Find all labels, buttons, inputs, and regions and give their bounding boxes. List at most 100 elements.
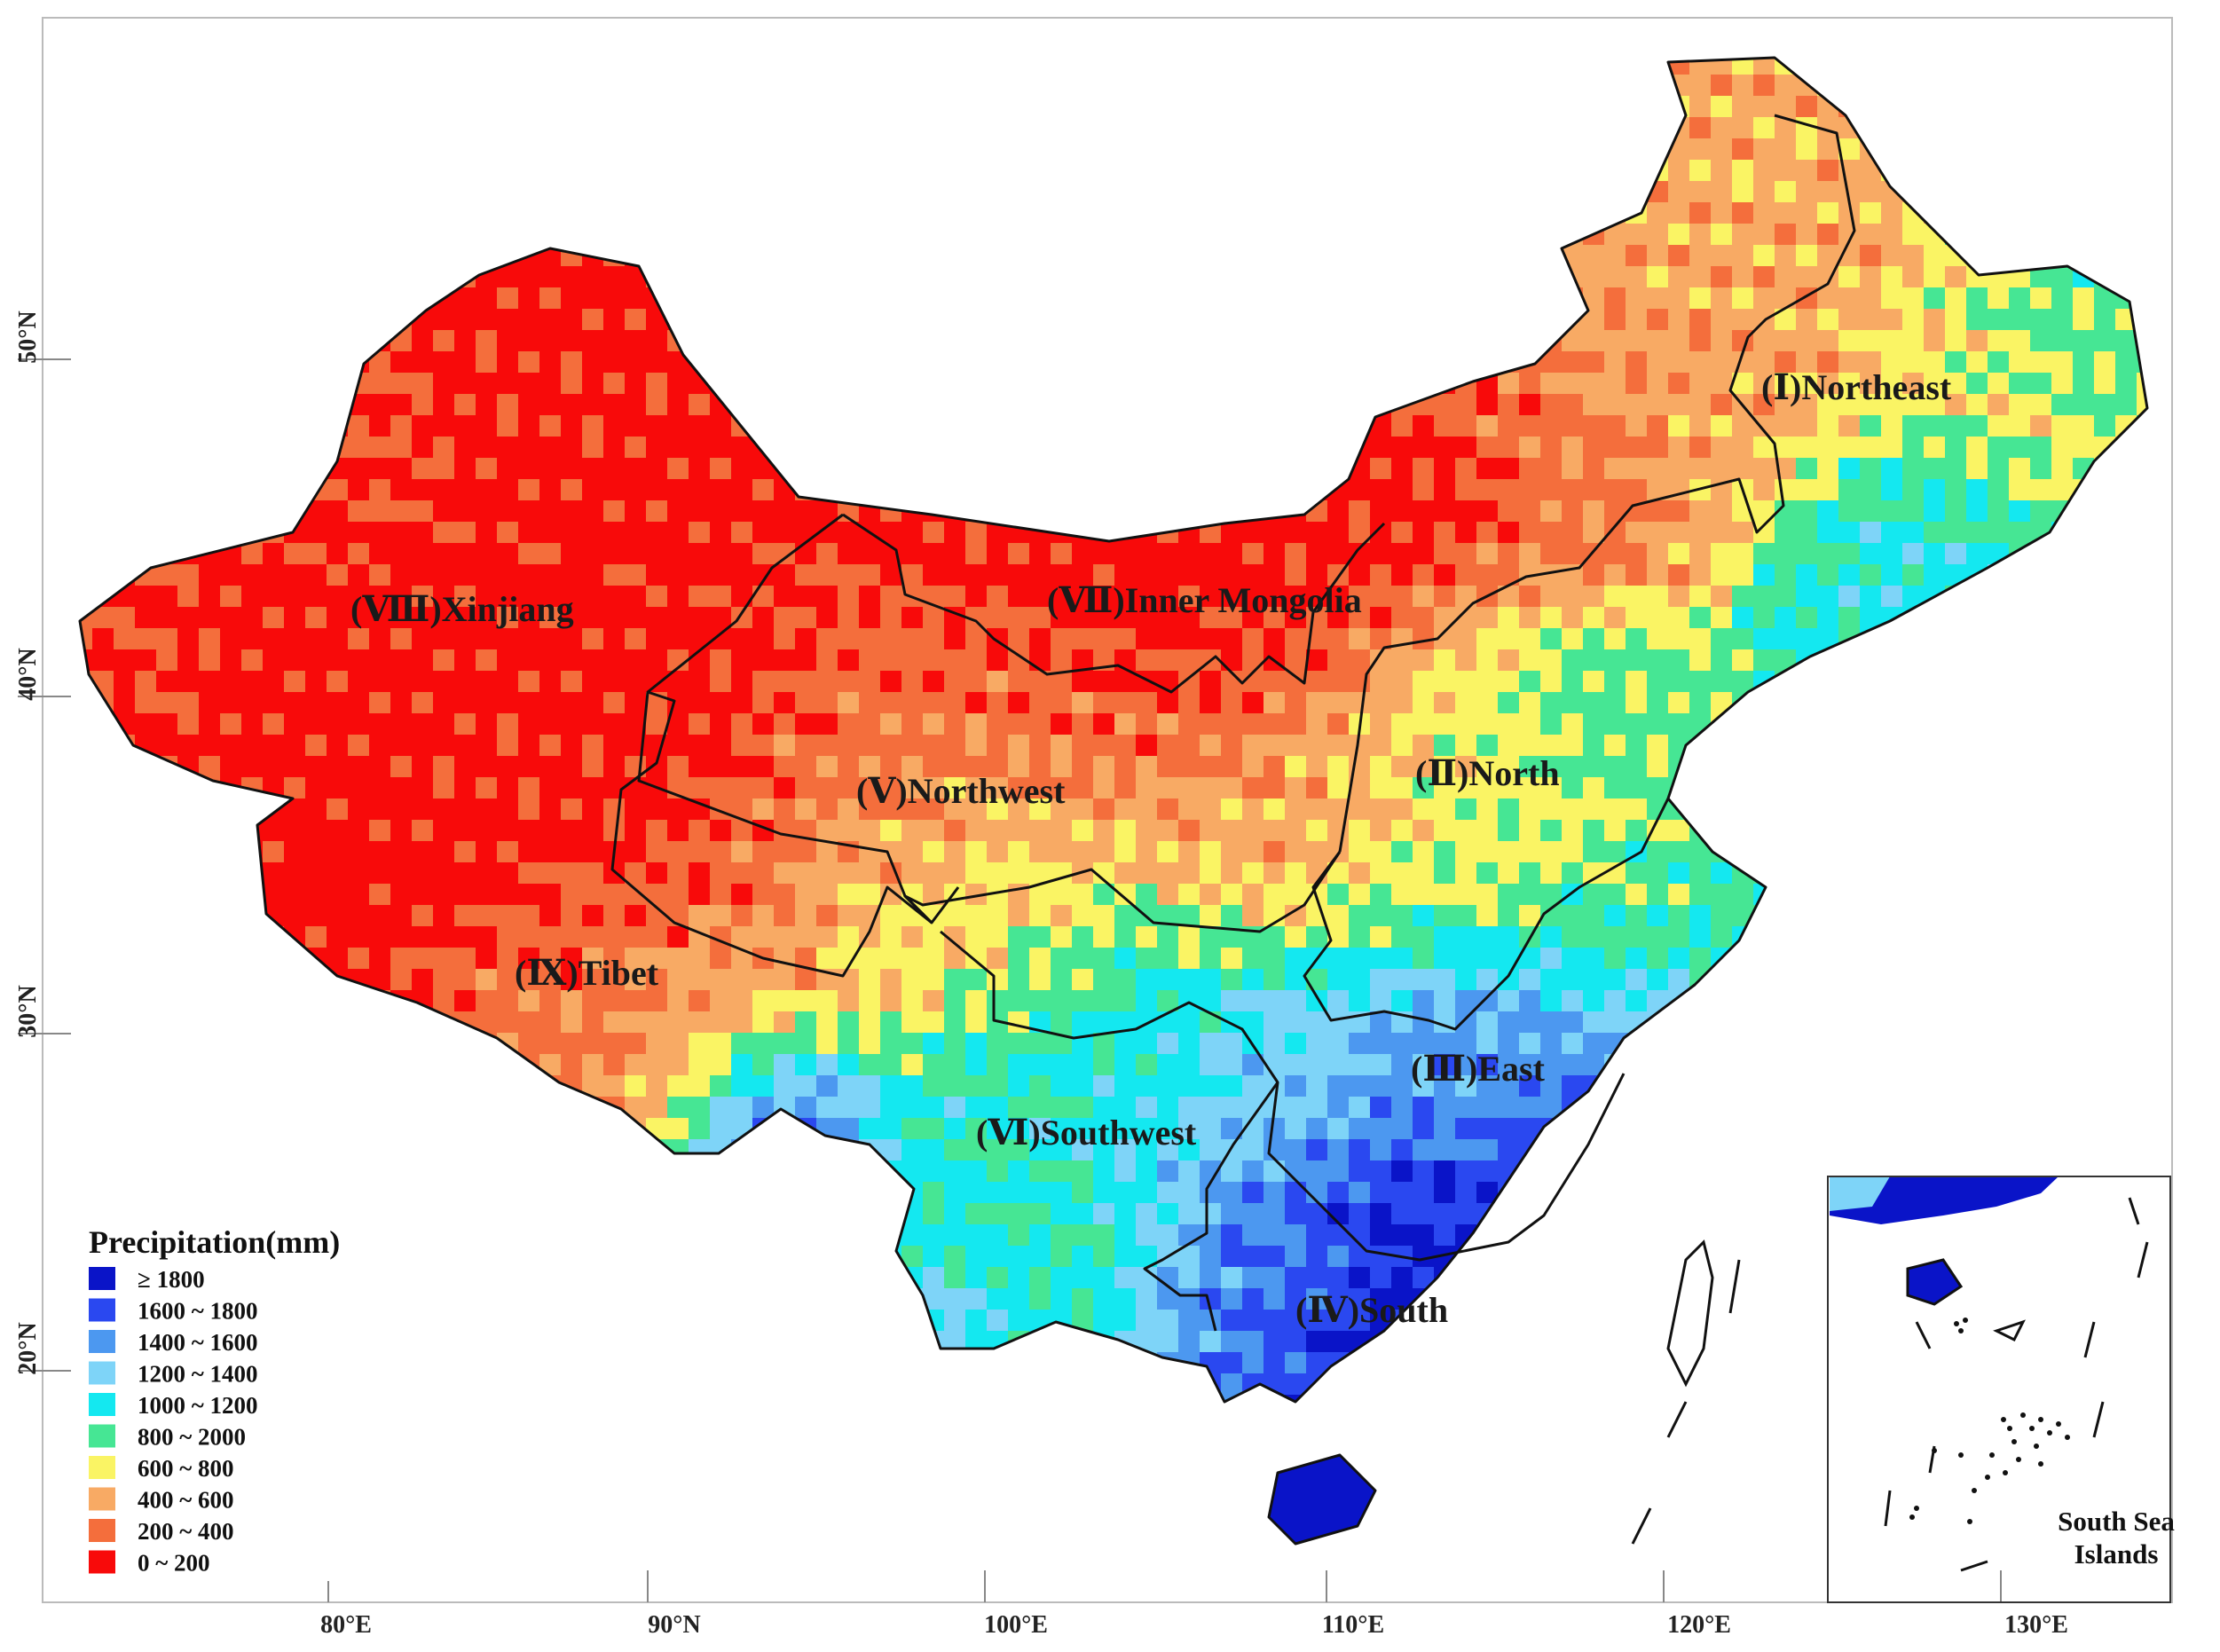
raster-cell (1562, 692, 1584, 714)
raster-cell (369, 948, 391, 970)
raster-cell (1498, 522, 1520, 544)
raster-cell (1689, 862, 1712, 885)
raster-cell (582, 777, 604, 799)
raster-cell (1711, 671, 1733, 693)
raster-cell (1753, 138, 1775, 161)
raster-cell (1817, 202, 1839, 224)
raster-cell (987, 543, 1009, 565)
raster-cell (901, 990, 924, 1012)
raster-cell (1711, 394, 1733, 416)
raster-cell (625, 543, 647, 565)
raster-cell (603, 926, 626, 948)
raster-cell (710, 564, 732, 586)
raster-cell (1157, 841, 1179, 863)
raster-cell (582, 905, 604, 927)
raster-cell (433, 628, 455, 650)
raster-cell (327, 777, 349, 799)
raster-cell (603, 713, 626, 736)
raster-cell (1902, 373, 1925, 395)
raster-cell (859, 948, 881, 970)
raster-cell (1753, 330, 1775, 352)
raster-cell (1221, 756, 1243, 778)
raster-cell (1796, 309, 1818, 331)
raster-cell (816, 990, 838, 1012)
raster-cell (561, 437, 583, 459)
raster-cell (1604, 841, 1626, 863)
raster-cell (1604, 884, 1626, 906)
raster-cell (1455, 713, 1477, 736)
raster-cell (263, 841, 285, 863)
raster-cell (1689, 373, 1712, 395)
raster-cell (412, 777, 434, 799)
raster-cell (1072, 884, 1094, 906)
raster-cell (667, 607, 689, 629)
raster-cell (646, 628, 668, 650)
raster-cell (1988, 373, 2010, 395)
raster-cell (1008, 1054, 1030, 1076)
raster-cell (646, 990, 668, 1012)
raster-cell (859, 884, 881, 906)
raster-cell (476, 330, 498, 352)
raster-cell (518, 862, 540, 885)
raster-cell (901, 522, 924, 544)
raster-cell (476, 820, 498, 842)
raster-cell (497, 458, 519, 480)
raster-cell (1988, 351, 2010, 374)
raster-cell (1114, 735, 1137, 757)
raster-cell (1753, 181, 1775, 203)
raster-cell (1945, 309, 1967, 331)
raster-cell (476, 309, 498, 331)
raster-cell (731, 735, 753, 757)
raster-cell (1796, 224, 1818, 246)
raster-cell (1689, 458, 1712, 480)
raster-cell (1455, 862, 1477, 885)
raster-cell (816, 1075, 838, 1097)
raster-cell (1732, 287, 1754, 310)
raster-cell (1924, 437, 1946, 459)
raster-cell (1221, 628, 1243, 650)
raster-cell (1200, 798, 1222, 821)
raster-cell (1391, 948, 1413, 970)
raster-cell (561, 330, 583, 352)
raster-cell (1455, 479, 1477, 501)
raster-cell (1732, 586, 1754, 608)
raster-cell (2009, 458, 2031, 480)
raster-cell (1391, 479, 1413, 501)
raster-cell (1817, 543, 1839, 565)
raster-cell (561, 394, 583, 416)
raster-cell (1242, 969, 1264, 991)
raster-cell (1647, 777, 1669, 799)
raster-cell (518, 756, 540, 778)
raster-cell (156, 649, 178, 672)
raster-cell (1114, 969, 1137, 991)
raster-cell (1711, 437, 1733, 459)
raster-cell (1732, 181, 1754, 203)
raster-cell (752, 862, 775, 885)
raster-cell (944, 1011, 966, 1034)
raster-cell (1136, 671, 1158, 693)
raster-cell (2051, 330, 2074, 352)
raster-cell (1200, 862, 1222, 885)
raster-cell (1029, 905, 1051, 927)
raster-cell (1583, 841, 1605, 863)
raster-cell (1476, 884, 1499, 906)
raster-cell (987, 649, 1009, 672)
raster-cell (1626, 649, 1648, 672)
raster-cell (1264, 798, 1286, 821)
raster-cell (327, 671, 349, 693)
raster-cell (348, 798, 370, 821)
raster-cell (412, 458, 434, 480)
raster-cell (1221, 948, 1243, 970)
raster-cell (731, 713, 753, 736)
raster-cell (1455, 394, 1477, 416)
raster-cell (1540, 926, 1563, 948)
raster-cell (1434, 948, 1456, 970)
raster-cell (1881, 458, 1903, 480)
raster-cell (1817, 245, 1839, 267)
raster-cell (263, 692, 285, 714)
raster-cell (1200, 884, 1222, 906)
raster-cell (518, 351, 540, 374)
raster-cell (923, 1054, 945, 1076)
raster-cell (348, 884, 370, 906)
raster-cell (1540, 713, 1563, 736)
